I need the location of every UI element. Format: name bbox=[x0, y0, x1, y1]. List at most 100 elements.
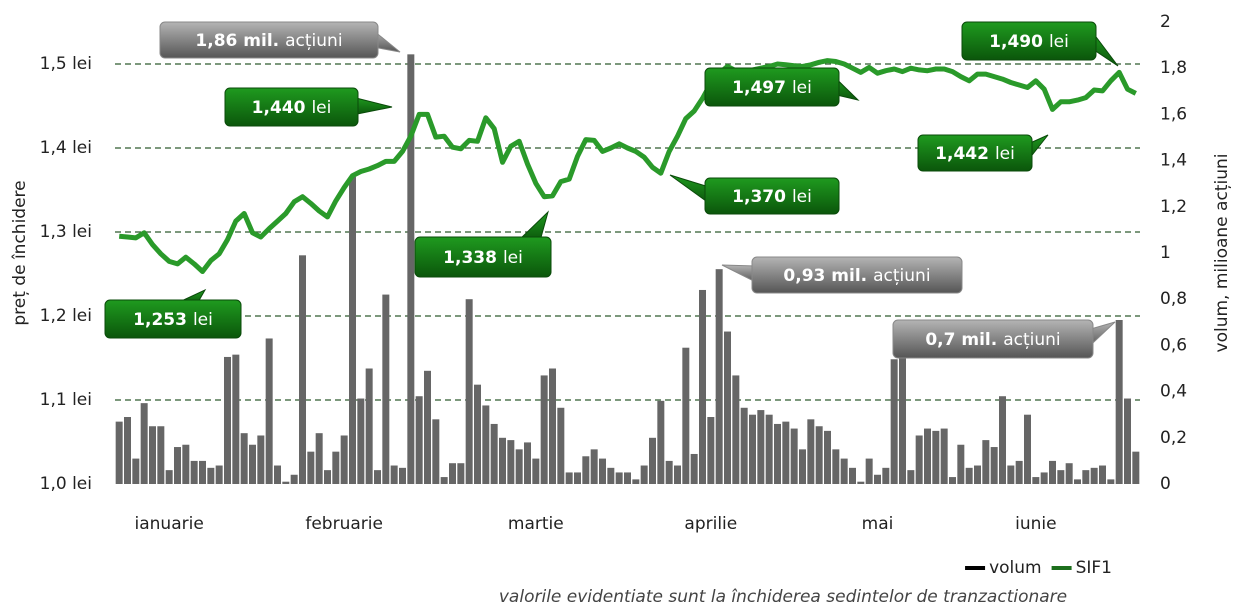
bar bbox=[574, 472, 581, 484]
y-tick-label: 1,2 lei bbox=[40, 306, 92, 326]
legend: SIF1 volum bbox=[965, 558, 1112, 578]
callout-box bbox=[704, 177, 840, 215]
bar bbox=[674, 465, 681, 484]
bar bbox=[965, 467, 973, 484]
y2-tick-label: 0,4 bbox=[1160, 382, 1187, 402]
bar bbox=[524, 442, 531, 484]
bar bbox=[832, 449, 840, 484]
callout-unit: acțiuni bbox=[285, 31, 342, 51]
bar bbox=[190, 460, 198, 484]
bar bbox=[840, 458, 848, 484]
bar bbox=[882, 467, 890, 484]
bar bbox=[199, 460, 206, 484]
bar bbox=[799, 449, 806, 484]
callout: 1,442 lei bbox=[917, 134, 1049, 172]
bar bbox=[549, 368, 556, 484]
bar bbox=[1082, 470, 1090, 484]
bar bbox=[382, 294, 390, 484]
callout-text: 0,93 mil. acțiuni bbox=[783, 266, 930, 286]
callout-tail bbox=[669, 174, 710, 205]
callout-tail bbox=[353, 96, 393, 116]
bar bbox=[299, 255, 306, 484]
bar bbox=[215, 465, 223, 484]
bar bbox=[565, 472, 573, 484]
callout-text: 1,490 lei bbox=[989, 32, 1069, 52]
bar bbox=[957, 444, 965, 484]
bar bbox=[849, 467, 856, 484]
bar bbox=[1032, 477, 1040, 484]
callout: 1,86 mil. acțiuni bbox=[159, 21, 401, 59]
bar bbox=[749, 414, 756, 484]
bar bbox=[365, 368, 373, 484]
bar bbox=[349, 176, 356, 484]
callout-value: 1,442 bbox=[935, 144, 989, 164]
callout-box bbox=[917, 134, 1033, 172]
y-axis-label: preț de închidere bbox=[10, 180, 30, 325]
bar bbox=[990, 447, 998, 484]
legend-label: volum bbox=[989, 558, 1042, 578]
y2-tick-label: 1,8 bbox=[1160, 58, 1187, 78]
callout-box bbox=[159, 21, 379, 59]
bar bbox=[557, 407, 565, 484]
bar bbox=[874, 474, 881, 484]
bar bbox=[907, 470, 915, 484]
callout: 1,490 lei bbox=[961, 21, 1119, 67]
bar bbox=[857, 481, 865, 484]
callout-unit: lei bbox=[503, 248, 523, 268]
bar bbox=[790, 428, 798, 484]
legend-label: SIF1 bbox=[1076, 558, 1112, 578]
bar bbox=[1107, 479, 1115, 484]
x-tick-label: mai bbox=[862, 514, 894, 534]
callout-value: 0,93 mil. bbox=[783, 266, 867, 286]
bar bbox=[1115, 319, 1123, 484]
bar bbox=[632, 479, 640, 484]
bar bbox=[515, 449, 523, 484]
bar bbox=[682, 347, 690, 484]
bar bbox=[649, 437, 656, 484]
callout: 1,253 lei bbox=[104, 288, 242, 339]
bar bbox=[815, 426, 823, 484]
bar bbox=[207, 467, 215, 484]
bar bbox=[124, 417, 131, 484]
x-tick-label: februarie bbox=[305, 514, 383, 534]
callout-unit: acțiuni bbox=[1003, 330, 1060, 350]
callout-value: 1,338 bbox=[443, 248, 497, 268]
callout-tail bbox=[721, 264, 757, 284]
bar bbox=[732, 375, 740, 484]
callout-box bbox=[414, 236, 552, 278]
bar bbox=[115, 421, 123, 484]
x-tick-label: iunie bbox=[1015, 514, 1056, 534]
bar bbox=[249, 444, 256, 484]
callout: 0,7 mil. acțiuni bbox=[892, 319, 1116, 359]
bar bbox=[274, 465, 281, 484]
bar bbox=[982, 440, 990, 484]
bar bbox=[740, 407, 748, 484]
callout-text: 1,440 lei bbox=[252, 98, 332, 118]
callout-value: 1,497 bbox=[732, 78, 786, 98]
bar bbox=[324, 470, 331, 484]
x-tick-label: martie bbox=[508, 514, 564, 534]
bar bbox=[699, 289, 706, 484]
bar bbox=[757, 410, 765, 484]
bar bbox=[1065, 463, 1073, 484]
bar bbox=[974, 465, 981, 484]
callout-unit: lei bbox=[193, 310, 213, 330]
bar bbox=[165, 470, 173, 484]
bar bbox=[140, 403, 148, 484]
bar bbox=[465, 299, 473, 484]
x-tick-label: ianuarie bbox=[135, 514, 204, 534]
y2-tick-label: 1 bbox=[1160, 243, 1171, 263]
bar bbox=[690, 453, 698, 484]
callout-box bbox=[961, 21, 1097, 61]
callout-unit: lei bbox=[792, 78, 812, 98]
bar bbox=[374, 470, 381, 484]
bar bbox=[507, 440, 515, 484]
bar bbox=[865, 458, 873, 484]
bar bbox=[240, 433, 248, 484]
bar bbox=[607, 467, 615, 484]
bar bbox=[157, 426, 165, 484]
callout-text: 1,497 lei bbox=[732, 78, 812, 98]
callout-value: 1,440 bbox=[252, 98, 306, 118]
callout-value: 0,7 mil. bbox=[925, 330, 997, 350]
y-tick-label: 1,3 lei bbox=[40, 222, 92, 242]
